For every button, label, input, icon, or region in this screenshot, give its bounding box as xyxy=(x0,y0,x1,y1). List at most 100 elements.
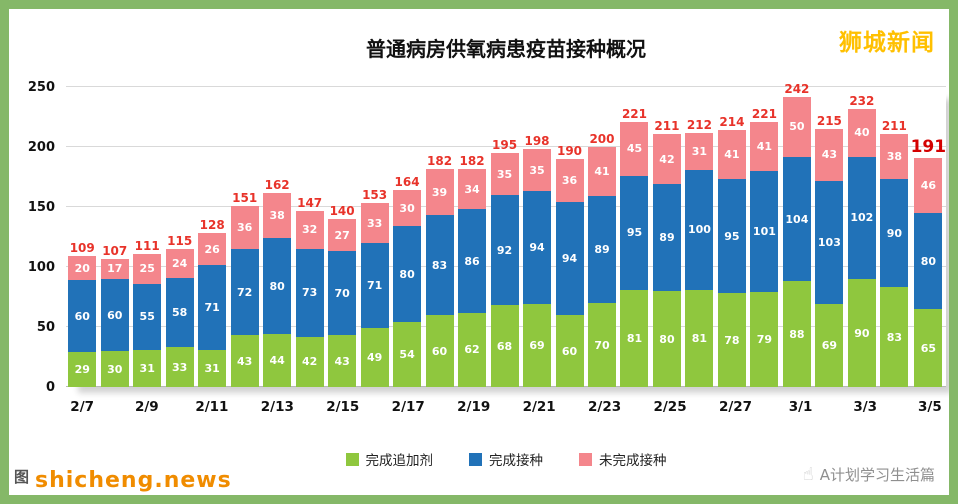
segment-完成追加剂-2/26: 81 xyxy=(685,289,714,387)
bar-stack-3/2: 43 103 69 xyxy=(815,129,844,387)
bar-stack-3/4: 38 90 83 xyxy=(880,133,909,387)
watermark-fragment: 图 xyxy=(14,468,30,486)
total-label-2/8: 107 xyxy=(102,243,128,258)
segment-完成追加剂-2/27: 78 xyxy=(717,293,746,387)
total-label-2/16: 153 xyxy=(362,188,388,203)
segment-完成接种-3/1: 104 xyxy=(782,156,811,282)
x-tick-label-2/8 xyxy=(98,399,130,415)
segment-完成接种-2/21: 94 xyxy=(523,191,552,305)
total-label-2/23: 200 xyxy=(589,132,615,147)
x-tick-label-2/15: 2/15 xyxy=(326,399,360,415)
bar-stack-2/8: 17 60 30 xyxy=(100,258,129,387)
legend-label-未完成接种: 未完成接种 xyxy=(599,453,667,469)
segment-完成接种-2/9: 55 xyxy=(133,283,162,350)
bar-2/26: 212 31 100 81 xyxy=(683,87,715,387)
total-label-2/18: 182 xyxy=(427,153,453,168)
total-label-3/2: 215 xyxy=(816,114,842,129)
bar-2/19: 182 34 86 62 xyxy=(456,87,488,387)
x-tick-label-2/12 xyxy=(228,399,260,415)
legend-item-完成追加剂: 完成追加剂 xyxy=(345,449,433,469)
bar-3/3: 232 40 102 90 xyxy=(846,87,878,387)
bar-stack-2/15: 27 70 43 xyxy=(328,219,357,387)
bar-stack-2/23: 41 89 70 xyxy=(587,147,616,387)
segment-完成接种-3/2: 103 xyxy=(815,180,844,305)
segment-完成接种-2/14: 73 xyxy=(295,249,324,337)
bar-2/22: 190 36 94 60 xyxy=(553,87,585,387)
segment-完成追加剂-2/17: 54 xyxy=(393,322,422,387)
segment-未完成接种-2/27: 41 xyxy=(717,130,746,180)
total-label-2/19: 182 xyxy=(459,153,485,168)
total-label-2/9: 111 xyxy=(134,238,160,253)
segment-完成追加剂-2/23: 70 xyxy=(587,303,616,387)
x-tick-label-2/20 xyxy=(490,399,522,415)
legend-swatch-未完成接种 xyxy=(579,452,592,466)
y-tick-label-50: 50 xyxy=(36,320,55,335)
bar-2/18: 182 39 83 60 xyxy=(423,87,455,387)
segment-未完成接种-3/2: 43 xyxy=(815,129,844,181)
segment-完成接种-2/16: 71 xyxy=(360,243,389,329)
total-label-2/27: 214 xyxy=(719,115,745,130)
total-label-2/22: 190 xyxy=(556,144,583,159)
segment-未完成接种-2/19: 34 xyxy=(458,168,487,210)
segment-未完成接种-2/10: 24 xyxy=(165,249,194,278)
y-tick-label-0: 0 xyxy=(45,380,55,395)
total-label-2/12: 151 xyxy=(232,190,258,205)
segment-完成接种-3/4: 90 xyxy=(880,179,909,288)
total-label-2/20: 195 xyxy=(492,138,518,153)
segment-未完成接种-2/11: 26 xyxy=(198,233,227,265)
segment-完成接种-2/10: 58 xyxy=(165,277,194,348)
bar-2/20: 195 35 92 68 xyxy=(488,87,520,387)
segment-完成追加剂-2/12: 43 xyxy=(230,335,259,387)
bar-2/8: 107 17 60 30 xyxy=(98,87,130,387)
gridline-250 xyxy=(66,86,946,87)
bar-stack-2/18: 39 83 60 xyxy=(425,168,454,387)
total-label-3/4: 211 xyxy=(881,118,907,133)
brand-signature: ☝ A计划学习生活篇 xyxy=(803,464,935,485)
segment-完成追加剂-2/8: 30 xyxy=(100,351,129,387)
segment-完成追加剂-2/21: 69 xyxy=(523,304,552,387)
segment-完成接种-2/28: 101 xyxy=(750,171,779,293)
segment-完成追加剂-2/28: 79 xyxy=(750,292,779,387)
legend-swatch-完成接种 xyxy=(469,452,482,466)
total-label-2/26: 212 xyxy=(686,117,712,132)
bar-2/21: 198 35 94 69 xyxy=(521,87,553,387)
x-tick-label-3/3: 3/3 xyxy=(853,399,878,415)
segment-未完成接种-2/22: 36 xyxy=(555,159,584,203)
x-tick-label-2/7: 2/7 xyxy=(70,399,95,415)
segment-完成接种-2/17: 80 xyxy=(393,226,422,323)
gridline-200 xyxy=(66,146,946,147)
x-tick-label-2/21: 2/21 xyxy=(522,399,556,415)
segment-完成接种-2/26: 100 xyxy=(685,169,714,290)
y-tick-label-150: 150 xyxy=(27,200,55,215)
bar-stack-2/16: 33 71 49 xyxy=(360,203,389,387)
x-tick-label-2/10 xyxy=(163,399,195,415)
bar-2/15: 140 27 70 43 xyxy=(326,87,358,387)
segment-未完成接种-2/18: 39 xyxy=(425,168,454,216)
bar-stack-2/19: 34 86 62 xyxy=(458,168,487,387)
segment-完成接种-2/27: 95 xyxy=(717,179,746,294)
bar-2/12: 151 36 72 43 xyxy=(228,87,260,387)
segment-完成追加剂-3/4: 83 xyxy=(880,287,909,387)
segment-完成追加剂-2/11: 31 xyxy=(198,349,227,387)
bar-stack-2/21: 35 94 69 xyxy=(523,149,552,387)
bar-stack-2/10: 24 58 33 xyxy=(165,249,194,387)
legend-item-完成接种: 完成接种 xyxy=(469,449,543,469)
segment-未完成接种-2/26: 31 xyxy=(685,132,714,170)
pointing-hand-icon: ☝ xyxy=(802,464,814,485)
segment-未完成接种-3/1: 50 xyxy=(782,96,811,157)
bar-stack-2/9: 25 55 31 xyxy=(133,253,162,387)
bar-stack-2/11: 26 71 31 xyxy=(198,233,227,387)
segment-未完成接种-2/21: 35 xyxy=(523,149,552,192)
bar-2/25: 211 42 89 80 xyxy=(651,87,683,387)
segment-完成接种-2/24: 95 xyxy=(620,175,649,290)
total-label-3/5: 191 xyxy=(910,136,947,157)
bar-stack-3/1: 50 104 88 xyxy=(782,96,811,387)
x-tick-label-2/22 xyxy=(556,399,588,415)
segment-完成追加剂-2/13: 44 xyxy=(263,334,292,387)
segment-完成接种-2/25: 89 xyxy=(652,184,681,291)
bar-stack-2/20: 35 92 68 xyxy=(490,153,519,387)
segment-完成追加剂-2/15: 43 xyxy=(328,335,357,387)
segment-完成接种-2/19: 86 xyxy=(458,209,487,313)
total-label-3/3: 232 xyxy=(849,93,875,108)
segment-未完成接种-3/4: 38 xyxy=(880,133,909,180)
